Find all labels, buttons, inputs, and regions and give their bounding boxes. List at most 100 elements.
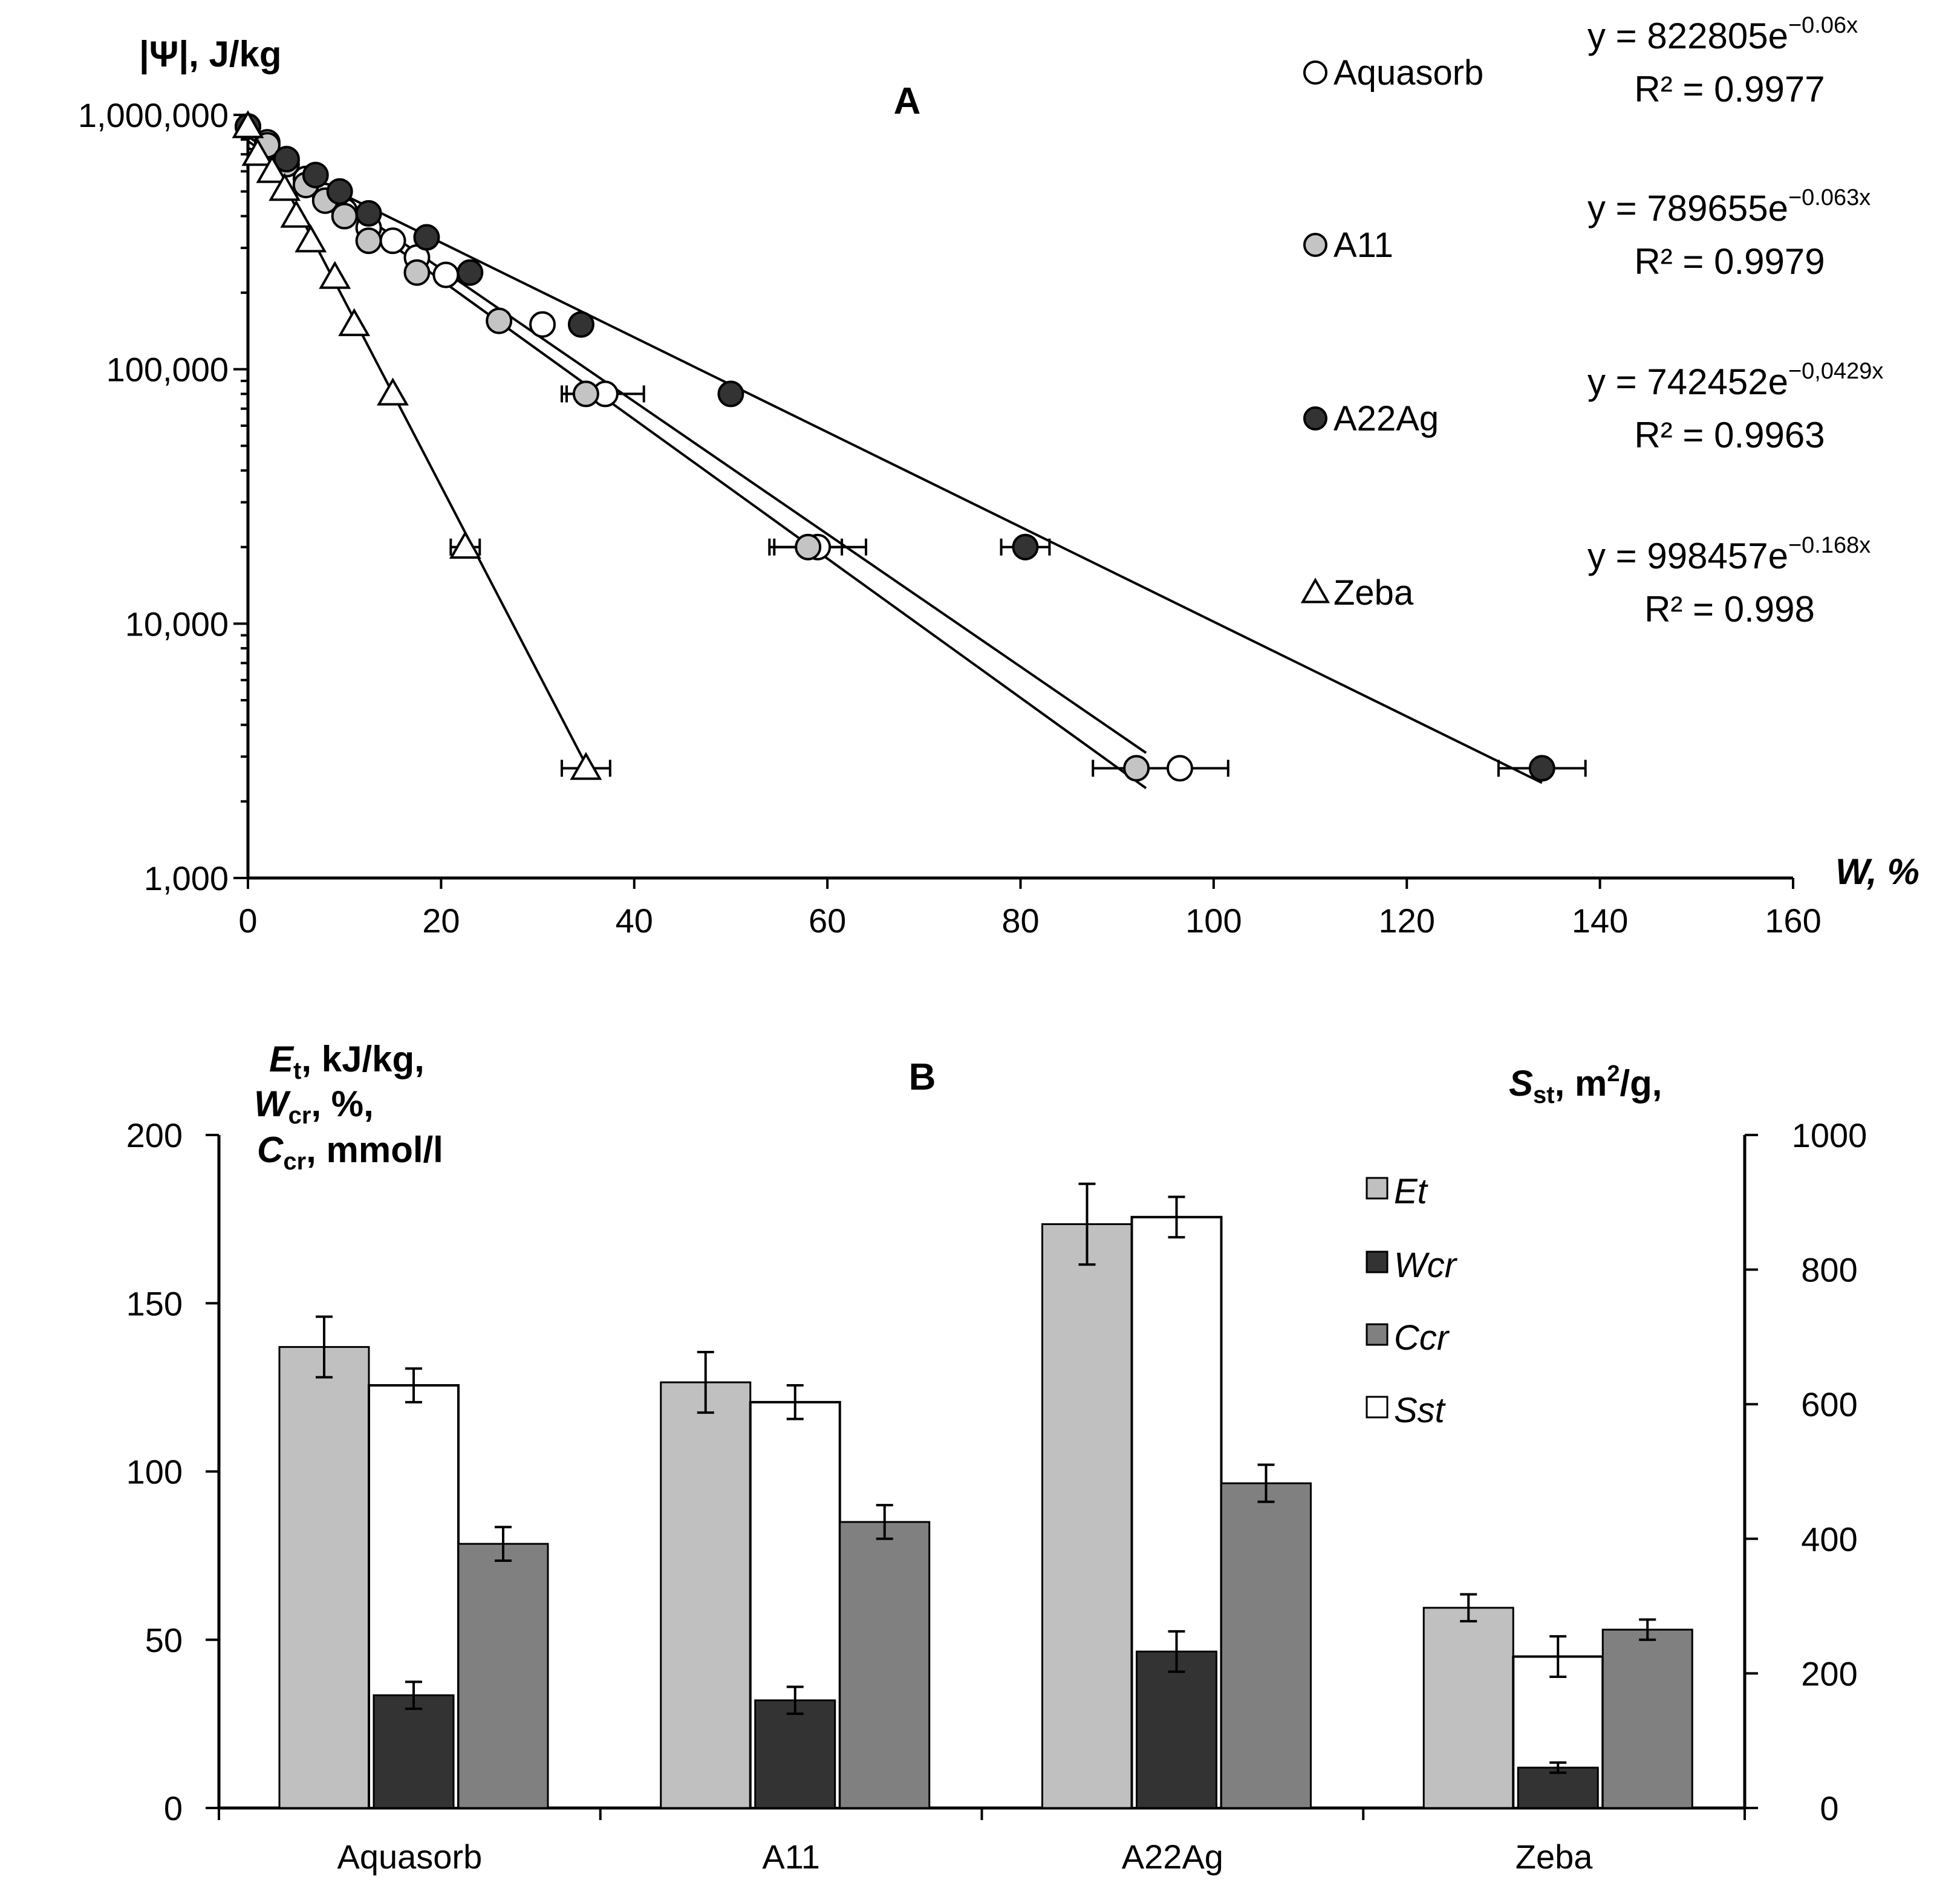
legend-label-wcr: Wcr [1394,1246,1458,1285]
panel-b-left-axis-label-line: Wcr, %, [254,1084,374,1129]
panel-a-point-zeba [377,377,409,406]
panel-a-x-tick-label: 0 [238,902,257,940]
panel-a-point-a22ag [326,178,353,205]
panel-b-chart: B Et, kJ/kg,Wcr, %,Ccr, mmol/l Sst, m2/g… [126,1039,1867,1876]
panel-a-y-axis-label: |Ψ|, J/kg [139,34,282,75]
panel-b-category-label: Zeba [1516,1838,1593,1876]
panel-a-point-zeba [232,110,264,138]
bar-et-a22ag [1041,1223,1133,1809]
bar-ccr-aquasorb [457,1543,549,1809]
panel-a-point-zeba [256,155,288,183]
legend-swatch-wcr [1366,1250,1389,1273]
bar-et-aquasorb [278,1346,370,1809]
panel-b-right-axis-label: Sst, m2/g, [1509,1061,1662,1108]
panel-a-point-a11 [795,533,822,561]
legend-marker-aquasorb [1303,60,1327,85]
panel-a-point-aquasorb [432,261,460,288]
bar-ccr-a11 [839,1521,931,1809]
panel-b-left-tick-label: 200 [126,1116,183,1154]
panel-a-trendline-a22ag [247,146,1543,784]
panel-a-trendline-aquasorb [247,135,1147,754]
panel-a-point-a22ag [273,146,300,173]
panel-a-y-tick-label: 1,000,000 [78,96,229,134]
bar-et-zeba [1422,1607,1514,1809]
legend-label-sst: Sst [1394,1391,1447,1430]
panel-b-right-tick-label: 1000 [1792,1116,1867,1154]
legend-swatch-ccr [1366,1323,1389,1346]
panel-a-x-tick-label: 40 [616,902,653,940]
panel-a-x-tick-label: 100 [1185,902,1242,940]
panel-b-left-tick-label: 0 [164,1789,183,1827]
legend-label-a11: A11 [1333,226,1393,265]
panel-a-point-zeba [241,138,274,166]
panel-b-right-tick-label: 0 [1820,1789,1838,1827]
panel-b-right-tick-label: 400 [1801,1520,1857,1558]
panel-b-category-label: Aquasorb [337,1838,483,1876]
panel-b-left-tick-label: 50 [145,1621,183,1659]
panel-b-title: B [909,1056,936,1098]
panel-a-point-a22ag [567,311,594,338]
legend-swatch-et [1366,1177,1389,1200]
panel-a-x-tick-label: 120 [1379,902,1435,940]
equation-aquasorb: y = 822805e−0.06x [1587,13,1858,56]
panel-b-right-tick-label: 600 [1801,1385,1857,1423]
panel-a-point-a22ag [457,259,484,286]
panel-a-title: A [894,80,921,122]
legend-label-et: Et [1394,1172,1429,1211]
panel-a-point-aquasorb [529,311,556,338]
panel-a-x-tick-label: 60 [809,902,846,940]
panel-b-left-axis-label-line: Et, kJ/kg, [269,1039,425,1084]
panel-a-point-a11 [331,203,358,230]
legend-marker-zeba [1300,577,1330,603]
bar-wcr-aquasorb [373,1694,455,1809]
bar-wcr-a22ag [1136,1650,1217,1809]
panel-a-point-a22ag [1528,755,1555,782]
panel-a-point-a11 [572,380,599,408]
bar-wcr-zeba [1517,1766,1599,1809]
bar-et-a11 [660,1381,752,1809]
panel-a-point-zeba [269,172,301,201]
panel-b-left-tick-label: 100 [126,1453,183,1491]
panel-a-x-tick-label: 80 [1001,902,1039,940]
panel-b-left-axis-label: Et, kJ/kg,Wcr, %,Ccr, mmol/l [254,1039,443,1175]
panel-a-point-aquasorb [1166,755,1193,782]
bar-ccr-a22ag [1220,1482,1312,1809]
panel-a-x-tick-label: 140 [1572,902,1628,940]
panel-a-chart: A |Ψ|, J/kg W, % 1,000 10,000 100,000 1,000… [78,13,1919,940]
panel-b-category-label: A11 [762,1838,819,1876]
panel-a-point-zeba [295,224,327,253]
bar-wcr-a11 [754,1699,836,1809]
panel-a-point-a22ag [355,200,382,227]
panel-a-point-a22ag [1012,533,1039,561]
r-squared-a22ag: R² = 0.9963 [1634,415,1825,455]
legend-marker-a22ag [1303,406,1327,431]
equation-zeba: y = 998457e−0.168x [1587,533,1870,576]
bar-ccr-zeba [1601,1628,1693,1809]
r-squared-a11: R² = 0.9979 [1634,241,1825,282]
panel-a-y-tick-label: 1,000 [144,859,229,897]
legend-label-zeba: Zeba [1333,573,1414,613]
equation-a11: y = 789655e−0.063x [1587,185,1870,229]
panel-b-left-tick-label: 150 [126,1284,183,1322]
panel-a-point-a11 [486,307,513,334]
panel-a-point-zeba [319,261,351,289]
panel-a-x-axis-label: W, % [1835,851,1919,892]
panel-a-point-a22ag [717,380,744,408]
panel-a-point-a11 [403,259,431,286]
panel-b-category-label: A22Ag [1122,1838,1223,1876]
legend-swatch-sst [1366,1396,1389,1419]
panel-a-point-zeba [338,308,371,336]
r-squared-aquasorb: R² = 0.9977 [1634,69,1825,109]
panel-b-right-tick-label: 800 [1801,1251,1857,1289]
panel-b-right-axis-label-text: Sst, m2/g, [1509,1061,1662,1108]
panel-a-point-zeba [449,530,481,559]
panel-a-point-a22ag [413,224,440,251]
panel-a-point-zeba [570,752,602,780]
legend-label-a22ag: A22Ag [1333,399,1439,438]
panel-a-point-a11 [1123,755,1150,782]
panel-b-left-axis-label-line: Ccr, mmol/l [257,1130,443,1175]
equation-a22ag: y = 742452e−0,0429x [1587,359,1883,402]
panel-a-point-zeba [280,200,313,228]
panel-a-point-a11 [355,227,382,255]
